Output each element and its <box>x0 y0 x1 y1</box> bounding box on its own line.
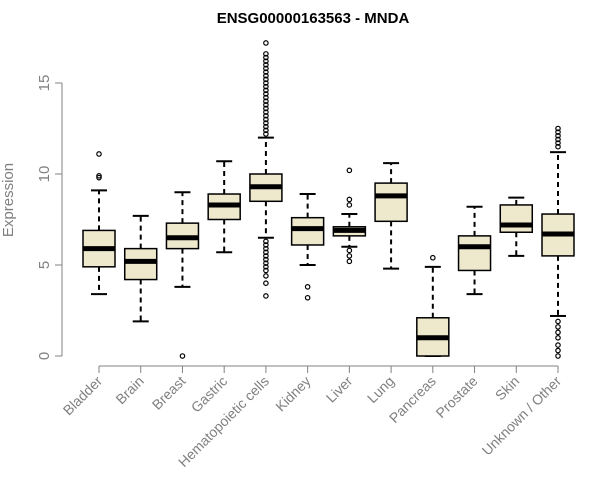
outlier-point <box>555 347 561 354</box>
outlier-point <box>263 65 269 72</box>
outlier-point <box>263 40 269 46</box>
y-axis-label: Expression <box>0 163 17 237</box>
box <box>290 216 325 246</box>
outlier-point <box>263 69 269 75</box>
outlier-point <box>96 173 102 179</box>
outlier-point <box>555 125 561 132</box>
box-plot-unknown-other <box>541 125 575 359</box>
outlier-point <box>304 294 311 301</box>
outlier-point <box>263 127 269 134</box>
x-tick-label: Prostate <box>432 373 480 421</box>
box-plot-skin <box>499 196 534 257</box>
outlier-point <box>263 256 269 263</box>
box <box>457 235 492 272</box>
outlier-point <box>263 264 269 270</box>
outlier-point <box>263 105 269 112</box>
outlier-point <box>555 334 561 341</box>
outlier-point <box>263 102 269 108</box>
outlier-point <box>263 87 269 94</box>
box-plot-lung <box>374 162 408 270</box>
outlier-point <box>263 242 269 248</box>
outlier-point <box>555 342 561 348</box>
y-tick-label: 5 <box>36 261 53 269</box>
outlier-point <box>263 280 269 287</box>
box <box>374 182 408 223</box>
outlier-point <box>263 58 269 64</box>
box-plots <box>82 40 575 359</box>
outlier-point <box>555 329 561 336</box>
outlier-point <box>555 129 561 135</box>
box-plot-liver <box>332 167 367 265</box>
outlier-point <box>263 98 269 105</box>
outlier-point <box>346 253 353 259</box>
outlier-point <box>346 167 353 174</box>
outlier-point <box>304 284 311 290</box>
outlier-point <box>263 120 269 126</box>
outlier-point <box>263 80 269 86</box>
outlier-point <box>555 324 561 330</box>
outlier-point <box>263 76 269 83</box>
outlier-point <box>555 132 561 139</box>
box-plot-kidney <box>290 193 325 301</box>
outlier-point <box>346 258 353 265</box>
x-tick-label: Skin <box>492 373 523 404</box>
y-tick-label: 0 <box>36 352 53 360</box>
box-plot-brain <box>123 214 158 323</box>
outlier-point <box>96 174 102 181</box>
box-plot-bladder <box>82 151 116 296</box>
outlier-point <box>263 131 269 137</box>
outlier-point <box>263 260 269 266</box>
outlier-point <box>96 151 102 157</box>
outlier-point <box>263 72 269 79</box>
outlier-point <box>263 253 269 259</box>
outlier-point <box>263 83 269 90</box>
box-plot-hematopoietic-cells <box>249 40 283 299</box>
box-plot-breast <box>165 191 200 359</box>
box <box>123 247 158 281</box>
outlier-point <box>263 54 269 61</box>
outlier-point <box>263 267 269 274</box>
outlier-point <box>263 51 269 57</box>
outlier-point <box>263 91 269 97</box>
outlier-point <box>263 293 269 299</box>
box-plot-prostate <box>457 205 492 296</box>
x-tick-label: Unknown / Other <box>479 373 565 459</box>
outlier-point <box>555 136 561 143</box>
outlier-point <box>430 254 436 261</box>
y-axis: 0 5 10 15 <box>36 75 63 360</box>
outlier-point <box>346 196 353 203</box>
outlier-point <box>263 245 269 252</box>
outlier-point <box>555 353 561 359</box>
outlier-point <box>555 318 561 325</box>
outlier-point <box>263 62 269 68</box>
x-tick-label: Breast <box>149 373 189 413</box>
outlier-point <box>263 116 269 123</box>
outlier-point <box>179 353 186 359</box>
outlier-point <box>346 247 353 254</box>
outlier-point <box>263 94 269 101</box>
y-tick-label: 10 <box>36 166 53 183</box>
x-tick-label: Liver <box>323 373 356 406</box>
box-plot-gastric <box>207 160 241 254</box>
outlier-point <box>263 109 269 115</box>
outlier-point <box>263 273 269 279</box>
outlier-point <box>263 249 269 256</box>
outlier-point <box>263 123 269 130</box>
outlier-point <box>346 202 353 208</box>
outlier-point <box>555 140 561 146</box>
box-plot-pancreas <box>416 254 450 357</box>
outlier-point <box>263 238 269 245</box>
x-tick-label: Bladder <box>60 373 106 419</box>
y-tick-label: 15 <box>36 75 53 92</box>
chart-title: ENSG00000163563 - MNDA <box>217 10 410 27</box>
x-tick-label: Brain <box>112 373 146 407</box>
box <box>499 204 534 233</box>
outlier-point <box>263 112 269 119</box>
x-tick-label: Kidney <box>272 373 314 415</box>
x-tick-label: Lung <box>364 373 397 406</box>
outlier-point <box>555 143 561 150</box>
